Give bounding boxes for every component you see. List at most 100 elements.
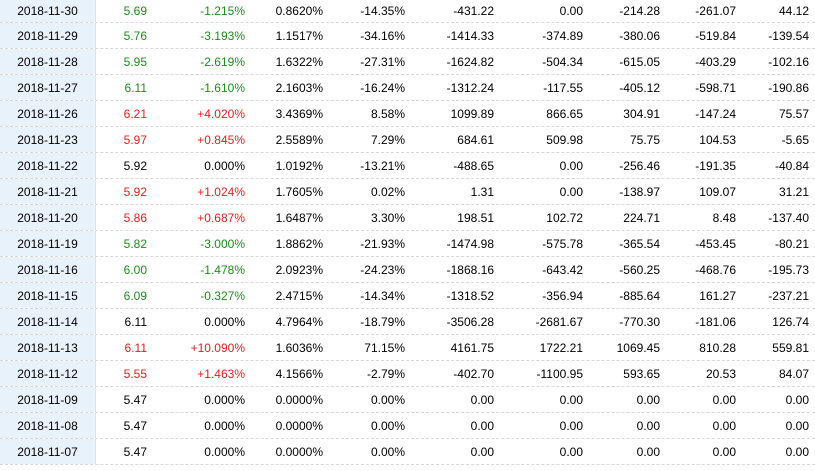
value-cell: 0.00 bbox=[636, 393, 660, 407]
value-cell: 3.4369% bbox=[275, 107, 323, 121]
price-cell: 6.11 bbox=[124, 315, 147, 329]
date-cell: 2018-11-23 bbox=[0, 127, 96, 152]
date-cell: 2018-11-07 bbox=[0, 439, 96, 464]
change-pct-cell: 0.000% bbox=[204, 315, 245, 329]
change-pct-cell: -1.478% bbox=[200, 263, 245, 277]
change-pct-cell: +4.020% bbox=[197, 107, 245, 121]
value-cell: -575.78 bbox=[542, 237, 583, 251]
value-cell: -191.35 bbox=[695, 159, 736, 173]
value-cell: 198.51 bbox=[457, 211, 494, 225]
value-cell: 1.8862% bbox=[275, 237, 323, 251]
price-cell: 5.47 bbox=[123, 393, 147, 407]
table-row[interactable]: 2018-11-07 5.47 0.000% 0.0000% 0.00% 0.00 0.00… bbox=[0, 439, 815, 465]
value-cell: 126.74 bbox=[772, 315, 809, 329]
date-cell: 2018-11-09 bbox=[0, 387, 96, 412]
value-cell: 810.28 bbox=[699, 341, 736, 355]
value-cell: 304.91 bbox=[623, 107, 660, 121]
value-cell: 1.6322% bbox=[275, 55, 323, 69]
price-cell: 5.47 bbox=[123, 445, 147, 459]
date-cell: 2018-11-26 bbox=[0, 101, 96, 126]
table-row[interactable]: 2018-11-12 5.55 +1.463% 4.1566% -2.79% -402.7… bbox=[0, 361, 815, 387]
value-cell: 0.00 bbox=[712, 445, 736, 459]
table-row[interactable]: 2018-11-15 6.09 -0.327% 2.4715% -14.34% -1318… bbox=[0, 283, 815, 309]
value-cell: 593.65 bbox=[623, 367, 660, 381]
value-cell: -181.06 bbox=[695, 315, 736, 329]
change-pct-cell: -1.610% bbox=[200, 81, 245, 95]
price-cell: 6.00 bbox=[123, 263, 147, 277]
value-cell: 509.98 bbox=[546, 133, 583, 147]
table-row[interactable]: 2018-11-30 5.69 -1.215% 0.8620% -14.35% -431.… bbox=[0, 0, 815, 23]
value-cell: 20.53 bbox=[705, 367, 736, 381]
change-pct-cell: -1.215% bbox=[200, 4, 245, 18]
value-cell: -1624.82 bbox=[446, 55, 494, 69]
table-row[interactable]: 2018-11-28 5.95 -2.619% 1.6322% -27.31% -1624… bbox=[0, 49, 815, 75]
change-pct-cell: -3.000% bbox=[200, 237, 245, 251]
value-cell: 84.07 bbox=[778, 367, 809, 381]
value-cell: 0.00% bbox=[370, 419, 405, 433]
price-cell: 5.86 bbox=[123, 211, 147, 225]
value-cell: -40.84 bbox=[774, 159, 809, 173]
value-cell: 0.00 bbox=[559, 4, 583, 18]
table-row[interactable]: 2018-11-19 5.82 -3.000% 1.8862% -21.93% -1474… bbox=[0, 231, 815, 257]
value-cell: 0.00 bbox=[559, 159, 583, 173]
value-cell: 0.8620% bbox=[275, 4, 323, 18]
change-pct-cell: +0.687% bbox=[197, 211, 245, 225]
value-cell: -237.21 bbox=[768, 289, 809, 303]
value-cell: 161.27 bbox=[699, 289, 736, 303]
value-cell: -27.31% bbox=[360, 55, 405, 69]
table-row[interactable]: 2018-11-23 5.97 +0.845% 2.5589% 7.29% 684.61 5… bbox=[0, 127, 815, 153]
date-cell: 2018-11-27 bbox=[0, 75, 96, 100]
value-cell: -356.94 bbox=[542, 289, 583, 303]
change-pct-cell: +0.845% bbox=[197, 133, 245, 147]
table-row[interactable]: 2018-11-20 5.86 +0.687% 1.6487% 3.30% 198.51 1… bbox=[0, 205, 815, 231]
value-cell: -468.76 bbox=[695, 263, 736, 277]
change-pct-cell: -3.193% bbox=[200, 29, 245, 43]
table-row[interactable]: 2018-11-14 6.11 0.000% 4.7964% -18.79% -3506.… bbox=[0, 309, 815, 335]
value-cell: -2.79% bbox=[366, 367, 405, 381]
value-cell: -117.55 bbox=[543, 81, 583, 95]
value-cell: 0.00 bbox=[785, 445, 809, 459]
value-cell: -138.97 bbox=[619, 185, 660, 199]
value-cell: 2.0923% bbox=[275, 263, 323, 277]
value-cell: 4.7964% bbox=[275, 315, 323, 329]
price-cell: 5.55 bbox=[123, 367, 147, 381]
date-cell: 2018-11-14 bbox=[0, 309, 96, 334]
value-cell: 2.1603% bbox=[275, 81, 323, 95]
table-row[interactable]: 2018-11-08 5.47 0.000% 0.0000% 0.00% 0.00 0.00… bbox=[0, 413, 815, 439]
value-cell: 0.0000% bbox=[275, 419, 323, 433]
change-pct-cell: 0.000% bbox=[204, 159, 245, 173]
value-cell: -5.65 bbox=[781, 133, 809, 147]
change-pct-cell: -0.327% bbox=[200, 289, 245, 303]
table-row[interactable]: 2018-11-27 6.11 -1.610% 2.1603% -16.24% -1312… bbox=[0, 75, 815, 101]
value-cell: 4.1566% bbox=[275, 367, 323, 381]
table-row[interactable]: 2018-11-09 5.47 0.000% 0.0000% 0.00% 0.00 0.00… bbox=[0, 387, 815, 413]
price-cell: 5.76 bbox=[123, 29, 147, 43]
value-cell: -365.54 bbox=[619, 237, 660, 251]
table-row[interactable]: 2018-11-26 6.21 +4.020% 3.4369% 8.58% 1099.89… bbox=[0, 101, 815, 127]
price-cell: 5.47 bbox=[123, 419, 147, 433]
value-cell: 8.48 bbox=[712, 211, 736, 225]
change-pct-cell: 0.000% bbox=[204, 393, 245, 407]
price-cell: 5.69 bbox=[123, 4, 147, 18]
value-cell: -16.24% bbox=[360, 81, 405, 95]
table-row[interactable]: 2018-11-29 5.76 -3.193% 1.1517% -34.16% -1414… bbox=[0, 23, 815, 49]
value-cell: -102.16 bbox=[768, 55, 809, 69]
table-row[interactable]: 2018-11-13 6.11 +10.090% 1.6036% 71.15% 4161.… bbox=[0, 335, 815, 361]
value-cell: -519.84 bbox=[695, 29, 736, 43]
value-cell: 104.53 bbox=[699, 133, 736, 147]
date-cell: 2018-11-28 bbox=[0, 49, 96, 74]
value-cell: -1312.24 bbox=[446, 81, 494, 95]
table-row[interactable]: 2018-11-16 6.00 -1.478% 2.0923% -24.23% -1868… bbox=[0, 257, 815, 283]
value-cell: -214.28 bbox=[619, 4, 660, 18]
table-row[interactable]: 2018-11-21 5.92 +1.024% 1.7605% 0.02% 1.31 0.0… bbox=[0, 179, 815, 205]
value-cell: -488.65 bbox=[453, 159, 494, 173]
value-cell: -14.35% bbox=[360, 4, 405, 18]
value-cell: -3506.28 bbox=[446, 315, 494, 329]
value-cell: 0.00 bbox=[712, 393, 736, 407]
value-cell: 0.00 bbox=[470, 445, 494, 459]
value-cell: -403.29 bbox=[695, 55, 736, 69]
date-cell: 2018-11-19 bbox=[0, 231, 96, 256]
change-pct-cell: +10.090% bbox=[190, 341, 245, 355]
date-cell: 2018-11-12 bbox=[0, 361, 96, 386]
table-row[interactable]: 2018-11-22 5.92 0.000% 1.0192% -13.21% -488.6… bbox=[0, 153, 815, 179]
